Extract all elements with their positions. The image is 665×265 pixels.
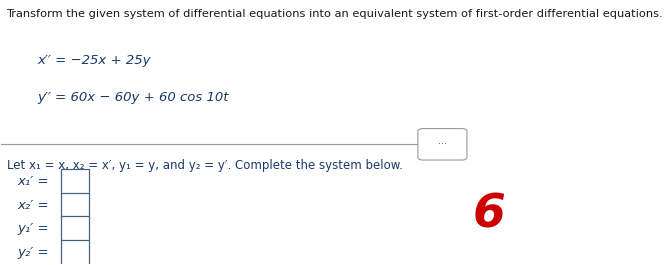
FancyBboxPatch shape [61, 240, 89, 265]
FancyBboxPatch shape [418, 129, 467, 160]
Text: 6: 6 [472, 192, 505, 237]
Text: ···: ··· [438, 139, 447, 149]
Text: x₂′ =: x₂′ = [17, 199, 49, 212]
FancyBboxPatch shape [61, 169, 89, 194]
FancyBboxPatch shape [61, 217, 89, 241]
Text: Let x₁ = x, x₂ = x′, y₁ = y, and y₂ = y′. Complete the system below.: Let x₁ = x, x₂ = x′, y₁ = y, and y₂ = y′… [7, 159, 402, 172]
FancyBboxPatch shape [61, 193, 89, 218]
Text: y′′ = 60x − 60y + 60 cos 10t: y′′ = 60x − 60y + 60 cos 10t [37, 91, 229, 104]
Text: y₁′ =: y₁′ = [17, 222, 49, 235]
Text: Transform the given system of differential equations into an equivalent system o: Transform the given system of differenti… [7, 9, 663, 19]
Text: x₁′ =: x₁′ = [17, 175, 49, 188]
Text: y₂′ =: y₂′ = [17, 246, 49, 259]
Text: x′′ = −25x + 25y: x′′ = −25x + 25y [37, 54, 151, 67]
